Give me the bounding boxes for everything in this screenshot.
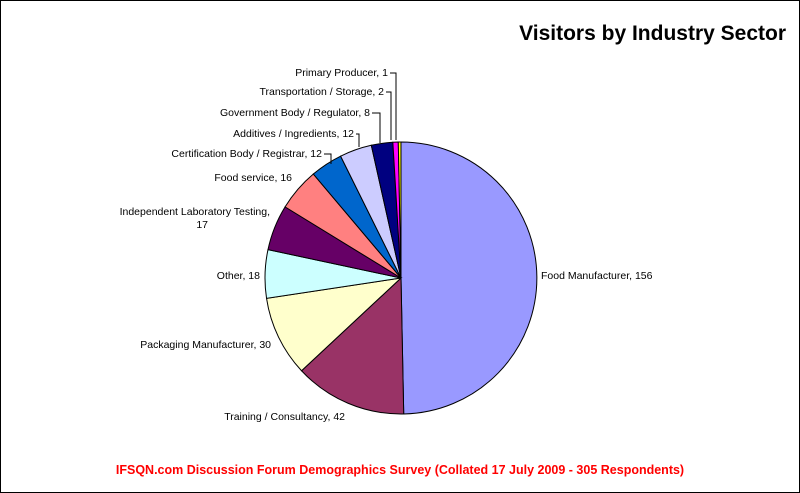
pie-slice-primary-producer bbox=[397, 141, 402, 279]
slice-label: Independent Laboratory Testing, 17 bbox=[120, 206, 270, 231]
slice-label: Primary Producer, 1 bbox=[295, 67, 388, 79]
pie-slice-training-consultancy bbox=[300, 276, 405, 415]
slice-label: Certification Body / Registrar, 12 bbox=[171, 148, 322, 160]
slice-label: Packaging Manufacturer, 30 bbox=[140, 339, 271, 351]
leader-line bbox=[324, 153, 332, 164]
pie-slice-packaging-manufacturer bbox=[265, 277, 403, 372]
leader-line bbox=[356, 133, 360, 147]
leader-line bbox=[390, 72, 397, 140]
slice-label: Government Body / Regulator, 8 bbox=[220, 107, 370, 119]
leader-line bbox=[372, 112, 381, 143]
slice-label: Additives / Ingredients, 12 bbox=[233, 128, 354, 140]
slice-label: Training / Consultancy, 42 bbox=[224, 411, 345, 423]
slice-label: Food Manufacturer, 156 bbox=[541, 270, 653, 282]
chart-footer: IFSQN.com Discussion Forum Demographics … bbox=[115, 463, 685, 477]
slice-label: Transportation / Storage, 2 bbox=[259, 86, 384, 98]
chart-title: Visitors by Industry Sector bbox=[519, 22, 786, 45]
leader-line bbox=[386, 91, 392, 140]
pie-slice-food-manufacturer bbox=[400, 141, 538, 415]
slice-label: Other, 18 bbox=[217, 270, 260, 282]
slice-label: Food service, 16 bbox=[214, 172, 292, 184]
